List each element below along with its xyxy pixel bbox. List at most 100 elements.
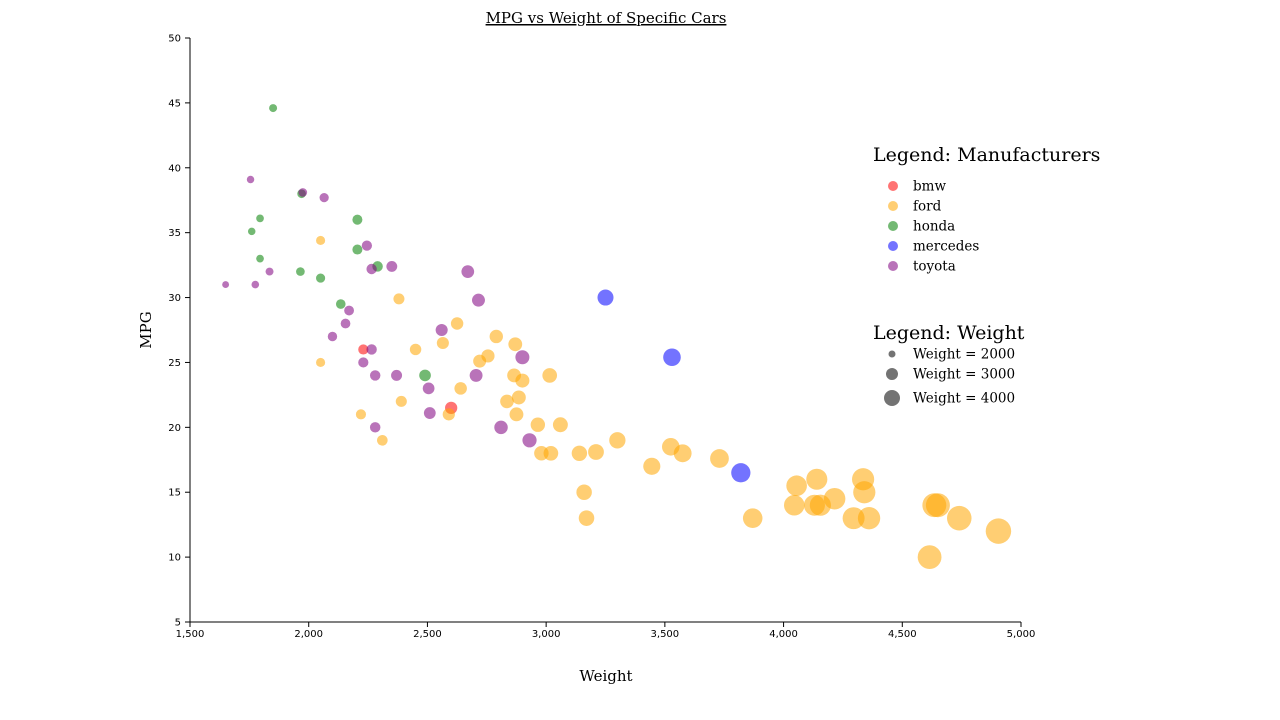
data-point-ford	[985, 518, 1012, 544]
data-point-ford	[316, 235, 326, 246]
data-point-toyota	[361, 240, 373, 251]
data-point-mercedes	[731, 463, 751, 483]
data-point-ford	[806, 468, 828, 490]
y-tick-label: 15	[168, 488, 181, 499]
legend-swatch-honda	[888, 221, 898, 231]
data-point-ford	[454, 382, 467, 395]
data-point-ford	[481, 349, 495, 363]
data-point-ford	[947, 505, 972, 531]
data-point-toyota	[461, 265, 475, 278]
data-point-ford	[409, 343, 422, 356]
data-point-ford	[588, 444, 604, 460]
chart-title: MPG vs Weight of Specific Cars	[486, 9, 727, 27]
legend-manufacturers-title: Legend: Manufacturers	[873, 144, 1100, 166]
data-point-honda	[419, 369, 431, 382]
y-tick-label: 50	[168, 34, 181, 45]
data-point-honda	[335, 299, 346, 309]
legend-weight: Legend: Weight Weight = 2000 Weight = 300…	[873, 322, 1025, 407]
legend-weight-title: Legend: Weight	[873, 322, 1025, 344]
data-point-ford	[842, 507, 865, 530]
data-point-honda	[256, 254, 264, 263]
data-point-ford	[489, 329, 503, 344]
legend-weight-swatch	[888, 350, 896, 358]
legend-swatch-toyota	[888, 261, 898, 271]
legend-swatch-mercedes	[888, 241, 898, 251]
data-point-ford	[543, 445, 559, 461]
y-tick-label: 10	[168, 553, 181, 564]
data-point-ford	[530, 417, 546, 432]
y-tick-label: 30	[168, 293, 181, 304]
data-point-ford	[509, 407, 524, 422]
data-point-ford	[515, 373, 530, 388]
data-point-toyota	[366, 263, 377, 275]
data-point-ford	[609, 432, 626, 449]
data-point-ford	[552, 417, 568, 433]
data-point-toyota	[246, 175, 255, 184]
data-point-ford	[576, 484, 592, 500]
x-axis-label: Weight	[579, 667, 632, 685]
data-point-toyota	[369, 370, 381, 381]
legend-swatch-bmw	[888, 181, 898, 191]
data-point-honda	[296, 267, 305, 276]
data-point-toyota	[472, 293, 485, 307]
data-point-honda	[247, 227, 256, 236]
data-point-ford	[710, 449, 729, 468]
x-tick-label: 4,000	[769, 629, 798, 640]
legend-manufacturers: Legend: Manufacturers bmw ford honda merced…	[873, 144, 1100, 275]
data-point-honda	[352, 244, 363, 255]
data-point-toyota	[422, 382, 435, 395]
data-point-ford	[783, 494, 805, 516]
data-point-toyota	[522, 433, 537, 448]
legend-label-toyota: toyota	[913, 259, 956, 275]
y-axis-label: MPG	[137, 311, 155, 348]
data-point-toyota	[386, 260, 398, 272]
data-point-ford	[571, 445, 588, 461]
data-point-honda	[316, 273, 326, 283]
data-point-ford	[377, 435, 388, 446]
plot-area: 1,500 2,000 2,500 3,000 3,500 4,000 4,500 5,000…	[168, 34, 1035, 641]
data-point-toyota	[494, 420, 508, 435]
data-point-toyota	[435, 323, 448, 337]
data-point-ford	[823, 487, 846, 510]
y-tick-label: 20	[168, 423, 181, 434]
data-point-mercedes	[597, 289, 614, 306]
data-point-ford	[316, 357, 326, 368]
data-point-mercedes	[663, 348, 681, 367]
x-tick-label: 1,500	[176, 629, 205, 640]
data-point-toyota	[344, 305, 354, 316]
data-point-toyota	[298, 188, 308, 197]
data-point-ford	[511, 390, 526, 405]
legend-label-bmw: bmw	[913, 179, 946, 195]
data-point-ford	[673, 444, 692, 463]
y-axis-ticks: 5 10 15 20 25 30 35 40 45 50	[168, 34, 190, 629]
data-point-toyota	[469, 368, 483, 382]
data-point-toyota	[366, 344, 377, 355]
data-point-ford	[442, 408, 455, 421]
legend-manufacturers-items: bmw ford honda mercedes toyota	[888, 179, 979, 275]
data-point-ford	[395, 395, 407, 407]
data-points	[222, 104, 1012, 570]
data-point-toyota	[327, 331, 338, 342]
data-point-ford	[853, 481, 876, 504]
y-tick-label: 45	[168, 98, 181, 109]
legend-weight-swatch	[886, 368, 898, 380]
data-point-ford	[355, 409, 367, 420]
legend-weight-label: Weight = 3000	[913, 367, 1015, 383]
legend-label-ford: ford	[913, 199, 942, 215]
data-point-toyota	[222, 281, 230, 289]
data-point-ford	[917, 545, 942, 570]
data-point-toyota	[423, 407, 436, 419]
data-point-bmw	[358, 344, 369, 355]
y-tick-label: 40	[168, 163, 181, 174]
data-point-ford	[643, 457, 661, 475]
data-point-toyota	[391, 369, 403, 381]
data-point-toyota	[515, 350, 530, 365]
legend-swatch-ford	[888, 201, 898, 211]
legend-weight-swatch	[884, 390, 900, 406]
data-point-toyota	[358, 357, 369, 368]
x-tick-label: 2,000	[294, 629, 323, 640]
data-point-ford	[742, 508, 763, 528]
data-point-ford	[578, 510, 595, 526]
data-point-ford	[857, 507, 881, 530]
data-point-ford	[542, 368, 558, 383]
